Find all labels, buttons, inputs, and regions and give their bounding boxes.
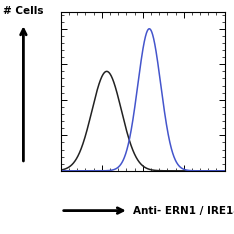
Text: Anti- ERN1 / IRE1a: Anti- ERN1 / IRE1a: [133, 206, 234, 216]
Text: # Cells: # Cells: [3, 6, 44, 16]
